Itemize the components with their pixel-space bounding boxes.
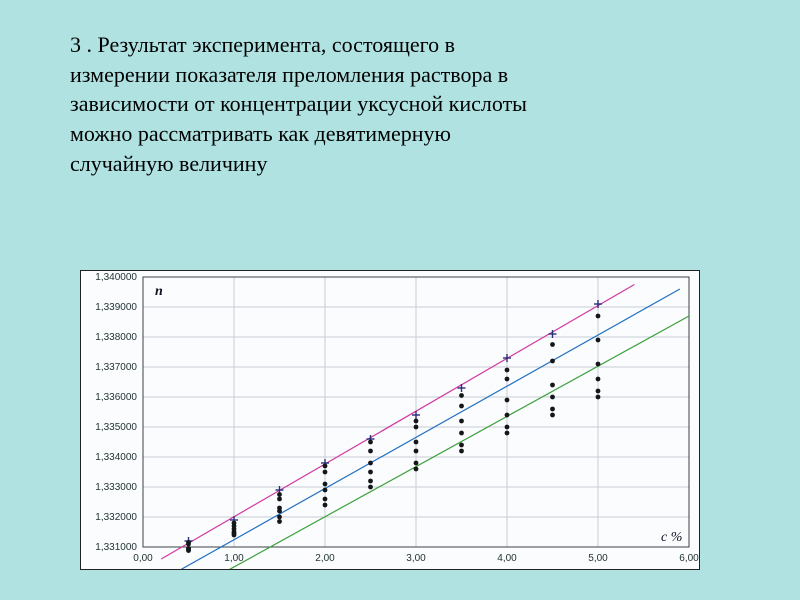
page-title: 3 . Результат эксперимента, состоящего в… (70, 30, 740, 178)
svg-text:n: n (155, 284, 163, 299)
svg-text:1,331000: 1,331000 (95, 542, 137, 553)
svg-text:1,340000: 1,340000 (95, 272, 137, 283)
svg-text:2,00: 2,00 (315, 553, 335, 564)
svg-text:1,332000: 1,332000 (95, 512, 137, 523)
svg-text:1,336000: 1,336000 (95, 392, 137, 403)
svg-text:5,00: 5,00 (588, 553, 608, 564)
title-line-4: случайную величину (70, 151, 267, 176)
title-line-2: зависимости от концентрации уксусной кис… (70, 91, 527, 116)
svg-text:1,339000: 1,339000 (95, 302, 137, 313)
title-line-1: измерении показателя преломления раствор… (70, 62, 508, 87)
svg-text:1,333000: 1,333000 (95, 482, 137, 493)
svg-text:3,00: 3,00 (406, 553, 426, 564)
svg-text:4,00: 4,00 (497, 553, 517, 564)
svg-text:c %: c % (661, 530, 682, 545)
svg-text:1,338000: 1,338000 (95, 332, 137, 343)
title-line-3: можно рассматривать как девятимерную (70, 121, 451, 146)
scatter-chart: 0,001,002,003,004,005,006,001,3310001,33… (80, 270, 700, 570)
svg-text:1,335000: 1,335000 (95, 422, 137, 433)
chart-svg: 0,001,002,003,004,005,006,001,3310001,33… (81, 271, 699, 569)
svg-text:0,00: 0,00 (133, 553, 153, 564)
svg-text:1,334000: 1,334000 (95, 452, 137, 463)
svg-text:1,337000: 1,337000 (95, 362, 137, 373)
svg-text:6,00: 6,00 (679, 553, 699, 564)
title-line-0: Результат эксперимента, состоящего в (98, 32, 456, 57)
title-number: 3 . (70, 32, 92, 57)
